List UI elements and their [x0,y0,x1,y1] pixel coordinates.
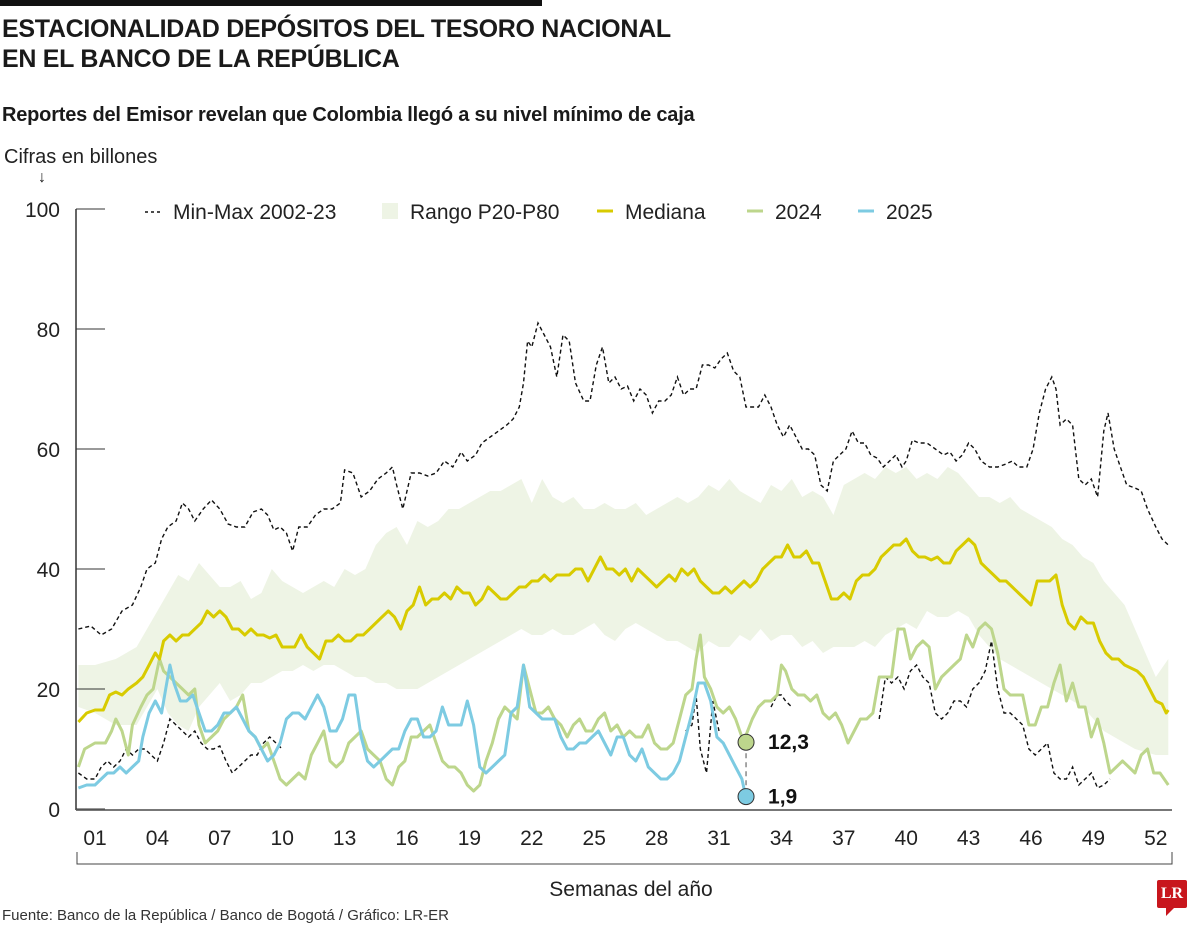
x-tick-label: 31 [707,827,730,850]
x-tick-label: 01 [83,827,106,850]
x-tick-label: 22 [520,827,543,850]
down-arrow-icon: ↓ [38,169,46,186]
legend-swatch-band [382,203,398,219]
y-tick-label: 60 [37,439,60,462]
legend-label-minmax: Min-Max 2002-23 [173,201,336,224]
annotation-label-2024: 12,3 [768,731,809,754]
legend-label-band: Rango P20-P80 [410,201,559,224]
line-max-2002-23 [78,321,1169,636]
lines-layer [76,321,1170,798]
x-tick-label: 37 [832,827,855,850]
x-tick-label: 25 [583,827,606,850]
line-mediana [77,537,1170,724]
band-layer [78,467,1169,755]
legend-label-y2025: 2025 [886,201,933,224]
chart-title: ESTACIONALIDAD DEPÓSITOS DEL TESORO NACI… [2,15,671,73]
x-tick-label: 16 [395,827,418,850]
x-tick-label: 04 [146,827,170,850]
x-axis-title: Semanas del año [549,878,713,901]
x-tick-label: 49 [1082,827,1105,850]
band-p20-p80 [78,467,1169,755]
y-tick-label: 20 [37,679,60,702]
annotation-marker-2024 [737,733,755,751]
lr-logo: LR [1157,880,1187,916]
annotations: 12,3 1,9 [737,731,809,809]
annotation-label-2025: 1,9 [768,786,797,809]
x-tick-label: 28 [645,827,668,850]
x-tick-label: 43 [957,827,980,850]
top-rule [0,0,542,6]
line-min-2002-23 [685,694,720,774]
chart-subtitle: Reportes del Emisor revelan que Colombia… [2,104,695,126]
x-tick-label: 34 [770,827,794,850]
x-tick-label: 07 [208,827,231,850]
x-tick-label: 13 [333,827,356,850]
legend: Min-Max 2002-23 Rango P20-P80 Mediana 2024 2… [145,201,933,224]
y-tick-label: 0 [48,799,60,822]
legend-label-median: Mediana [625,201,706,224]
annotation-marker-2025 [737,788,755,806]
x-tick-label: 40 [895,827,918,850]
line-2024 [76,621,1170,793]
y-tick-label: 40 [37,559,60,582]
x-tick-label: 10 [271,827,294,850]
y-axis-unit-label: Cifras en billones [4,146,158,168]
x-tick-label: 52 [1144,827,1167,850]
y-tick-label: 80 [37,319,60,342]
legend-label-y2024: 2024 [775,201,822,224]
line-2025 [77,663,748,798]
y-tick-label: 100 [25,199,60,222]
axes-layer: 0 20 40 60 80 100 01 04 07 10 13 16 19 22 25 28 31 34 37 40… [25,199,1173,865]
x-tick-label: 19 [458,827,481,850]
line-min-2002-23 [77,717,283,780]
line-min-2002-23 [878,640,1111,789]
x-tick-label: 46 [1019,827,1042,850]
x-axis-bracket [76,852,1173,865]
source-note: Fuente: Banco de la República / Banco de… [2,907,449,924]
